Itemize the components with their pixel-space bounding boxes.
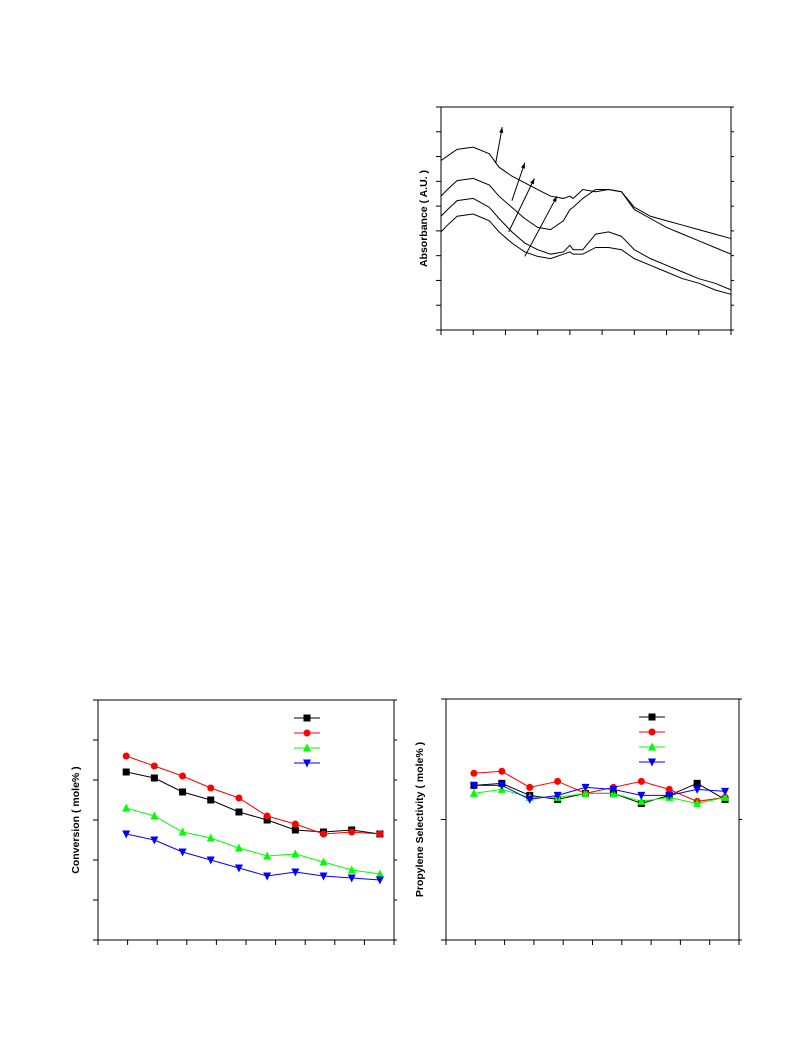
data-point <box>498 767 506 775</box>
chart-1: Conversion ( mole% ) <box>70 699 397 945</box>
data-point <box>206 856 215 865</box>
data-point <box>263 872 272 881</box>
data-point <box>665 791 674 800</box>
data-point <box>122 830 131 839</box>
series-line-3 <box>440 213 732 295</box>
legend-marker <box>648 728 656 736</box>
data-point <box>207 796 215 804</box>
data-point <box>348 828 356 836</box>
series-line-1 <box>440 177 732 255</box>
annotation-arrow-line <box>508 178 535 233</box>
legend-marker <box>303 714 311 722</box>
data-point <box>150 774 158 782</box>
legend-marker <box>303 729 311 737</box>
data-point <box>469 781 478 790</box>
data-point <box>525 795 534 804</box>
data-point <box>263 816 271 824</box>
data-point <box>291 826 299 834</box>
series-line-1 <box>126 755 380 835</box>
data-point <box>319 857 328 866</box>
data-point <box>150 762 158 770</box>
legend-marker <box>648 713 656 721</box>
series-line-2 <box>126 807 380 875</box>
data-point <box>207 784 215 792</box>
data-point <box>206 833 215 842</box>
data-point <box>179 772 187 780</box>
data-point <box>179 788 187 796</box>
data-point <box>609 785 618 794</box>
data-point <box>376 830 384 838</box>
legend-marker <box>303 743 311 752</box>
data-point <box>554 777 562 785</box>
data-point <box>122 768 130 776</box>
data-point <box>469 788 478 797</box>
legend-marker <box>303 759 311 768</box>
data-point <box>263 812 271 820</box>
data-point <box>235 808 243 816</box>
data-point <box>178 827 187 836</box>
plot-frame <box>440 106 732 331</box>
data-point <box>375 869 384 878</box>
legend-marker <box>648 758 656 767</box>
data-point <box>234 843 243 852</box>
data-point <box>150 836 159 845</box>
annotation-arrow-line <box>511 162 526 201</box>
data-point <box>581 783 590 792</box>
data-point <box>693 798 702 807</box>
chart-0: Absorbance ( A.U. ) <box>418 106 734 335</box>
legend-marker <box>648 742 656 751</box>
plot-frame <box>445 698 740 941</box>
data-point <box>637 796 646 805</box>
series-line-2 <box>473 788 726 804</box>
chart-2: Propylene Selectivity ( mole% ) <box>414 698 742 945</box>
data-point <box>693 785 702 794</box>
series-line-0 <box>126 771 380 835</box>
data-point <box>263 851 272 860</box>
data-point <box>637 791 646 800</box>
y-axis-label: Absorbance ( A.U. ) <box>418 170 430 267</box>
data-point <box>291 820 299 828</box>
data-point <box>553 791 562 800</box>
data-point <box>234 864 243 873</box>
data-point <box>319 872 328 881</box>
series-line-1 <box>473 770 726 802</box>
data-point <box>581 788 590 797</box>
data-point <box>375 876 384 885</box>
data-point <box>721 792 730 801</box>
data-point <box>235 794 243 802</box>
y-axis-label: Conversion ( mole% ) <box>70 766 82 873</box>
data-point <box>347 874 356 883</box>
data-point <box>637 777 645 785</box>
data-point <box>291 868 300 877</box>
data-point <box>178 848 187 857</box>
data-point <box>320 830 328 838</box>
data-point <box>470 769 478 777</box>
annotation-arrow-line <box>524 195 558 257</box>
series-line-3 <box>473 784 726 800</box>
data-point <box>497 781 506 790</box>
series-line-3 <box>126 833 380 881</box>
data-point <box>693 779 701 787</box>
data-point <box>526 783 534 791</box>
data-point <box>721 787 730 796</box>
annotation-arrow-head <box>499 127 504 133</box>
data-point <box>665 785 673 793</box>
annotation-arrow-head <box>530 178 535 185</box>
series-line-2 <box>440 197 732 291</box>
annotation-arrow-line <box>495 126 503 163</box>
data-point <box>122 803 131 812</box>
annotation-arrow-head <box>552 196 557 203</box>
series-line-0 <box>440 146 732 240</box>
data-point <box>150 811 159 820</box>
y-axis-label: Propylene Selectivity ( mole% ) <box>414 742 426 897</box>
data-point <box>291 849 300 858</box>
annotation-arrow-head <box>521 162 525 169</box>
data-point <box>347 865 356 874</box>
data-point <box>122 752 130 760</box>
